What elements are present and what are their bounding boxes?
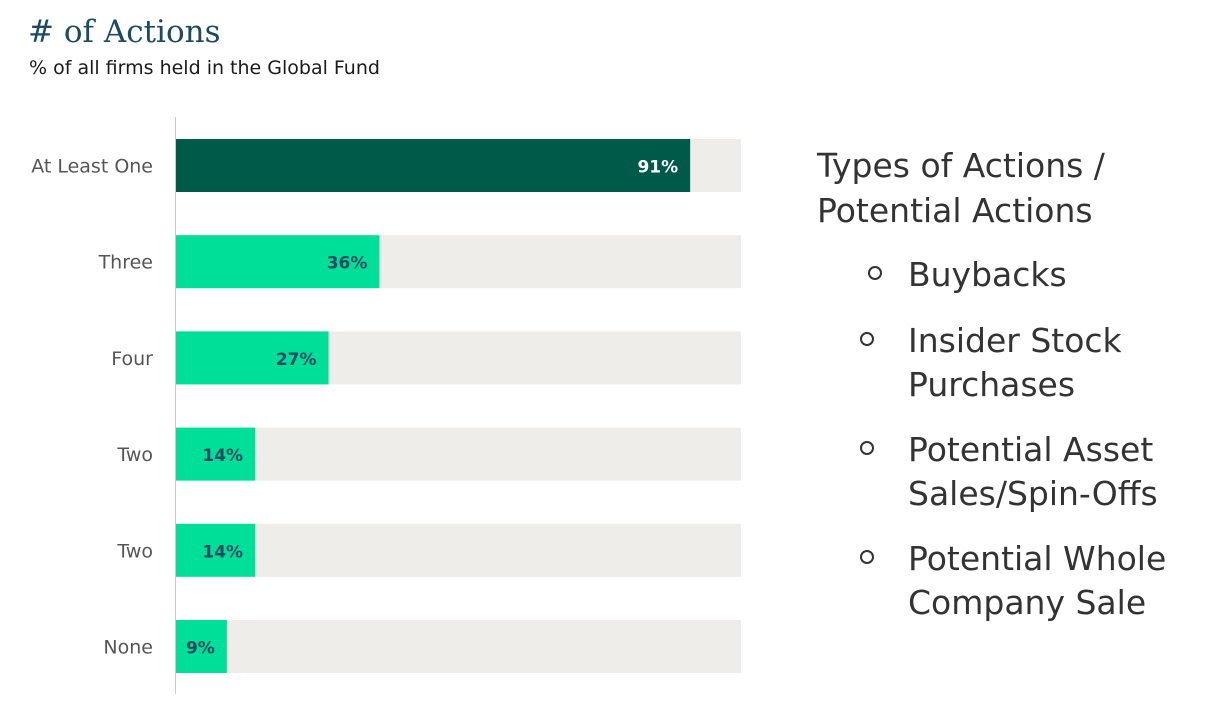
category-label: Two: [116, 540, 153, 562]
bar-track: [176, 620, 741, 673]
category-label: Three: [98, 252, 153, 274]
circle-bullet-icon: [860, 441, 874, 455]
circle-bullet-icon: [868, 266, 882, 280]
bar-track: [176, 427, 741, 481]
data-label: 14%: [202, 542, 243, 562]
legend-item-label: Insider Stock Purchases: [908, 321, 1122, 404]
bar-chart: At Least One 91% Three 36% Four 27% Two 14% Two 1…: [31, 117, 741, 694]
bar: [176, 620, 227, 673]
bar: [176, 235, 380, 289]
data-label: 9%: [186, 639, 215, 659]
category-label: At Least One: [31, 156, 153, 178]
bars-group: At Least One 91% Three 36% Four 27% Two 14% Two 1…: [31, 139, 741, 673]
bar: [176, 139, 691, 192]
legend-heading: Types of Actions / Potential Actions: [817, 146, 1105, 230]
bar: [176, 427, 256, 481]
circle-bullet-icon: [860, 332, 874, 346]
legend-item-label: Buybacks: [908, 255, 1067, 294]
category-label: Two: [116, 444, 153, 466]
bar-track: [176, 523, 741, 577]
chart-subtitle: % of all firms held in the Global Fund: [29, 57, 380, 79]
bar: [176, 523, 256, 577]
category-label: None: [103, 637, 153, 659]
data-label: 91%: [637, 158, 678, 178]
legend-item-label: Potential Whole Company Sale: [908, 539, 1167, 622]
data-label: 27%: [276, 350, 317, 370]
circle-bullet-icon: [860, 550, 874, 564]
data-label: 36%: [327, 254, 368, 274]
category-label: Four: [111, 348, 153, 370]
bar: [176, 331, 329, 385]
chart-title: # of Actions: [28, 14, 221, 50]
legend-item-label: Potential Asset Sales/Spin-Offs: [908, 430, 1158, 513]
data-label: 14%: [202, 446, 243, 466]
